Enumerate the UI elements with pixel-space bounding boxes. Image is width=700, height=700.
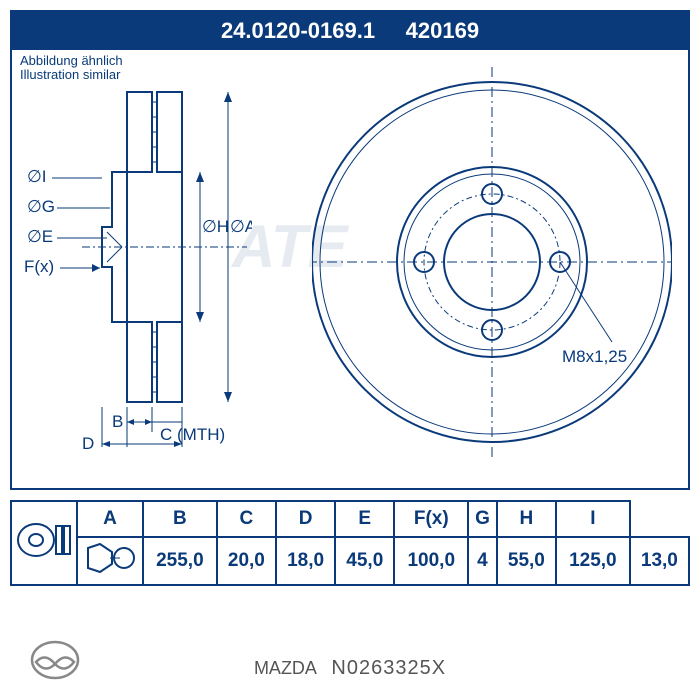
td-A: 255,0 <box>143 537 217 585</box>
label-B: B <box>112 412 123 431</box>
title-part2: 420169 <box>406 18 479 43</box>
td-H: 125,0 <box>556 537 630 585</box>
brand-name: MAZDA <box>254 658 317 678</box>
label-G: ∅G <box>27 197 55 216</box>
th-E: E <box>335 501 394 537</box>
label-E: ∅E <box>27 227 53 246</box>
side-view-diagram: ∅I ∅G ∅E F(x) ∅H ∅A <box>22 72 252 452</box>
td-G: 55,0 <box>497 537 556 585</box>
label-A: ∅A <box>230 217 252 236</box>
diagram-area: 24.0120-0169.1 420169 Abbildung ähnlich … <box>10 10 690 490</box>
caliper-symbol-cell <box>77 537 143 585</box>
td-F: 4 <box>468 537 497 585</box>
label-D: D <box>82 434 94 452</box>
th-D: D <box>276 501 335 537</box>
caliper-icon <box>80 540 140 576</box>
td-D: 45,0 <box>335 537 394 585</box>
title-part1: 24.0120-0169.1 <box>221 18 375 43</box>
td-E: 100,0 <box>394 537 468 585</box>
table-value-row-real: 255,0 20,0 18,0 45,0 100,0 4 55,0 125,0 … <box>11 537 689 585</box>
label-I: ∅I <box>27 167 47 186</box>
td-I: 13,0 <box>630 537 689 585</box>
label-F: F(x) <box>24 257 54 276</box>
spec-table: A B C D E F(x) G H I 255,0 <box>10 500 690 586</box>
label-H: ∅H <box>202 217 229 236</box>
title-bar: 24.0120-0169.1 420169 <box>12 12 688 50</box>
label-C: C (MTH) <box>160 425 225 444</box>
th-G: G <box>468 501 497 537</box>
subtitle-line1: Abbildung ähnlich <box>20 54 123 68</box>
part-number: N0263325X <box>331 657 446 679</box>
td-C: 18,0 <box>276 537 335 585</box>
rotor-symbol-cell <box>11 501 77 585</box>
th-H: H <box>497 501 556 537</box>
th-I: I <box>556 501 630 537</box>
bolt-spec: M8x1,25 <box>562 347 627 366</box>
th-C: C <box>217 501 276 537</box>
rotor-cross-icon <box>14 522 74 558</box>
table-header-row: A B C D E F(x) G H I <box>11 501 689 537</box>
front-view-diagram: M8x1,25 <box>312 62 672 482</box>
th-B: B <box>143 501 217 537</box>
td-B: 20,0 <box>217 537 276 585</box>
th-F: F(x) <box>394 501 468 537</box>
footer: MAZDA N0263325X <box>0 657 700 680</box>
th-A: A <box>77 501 143 537</box>
